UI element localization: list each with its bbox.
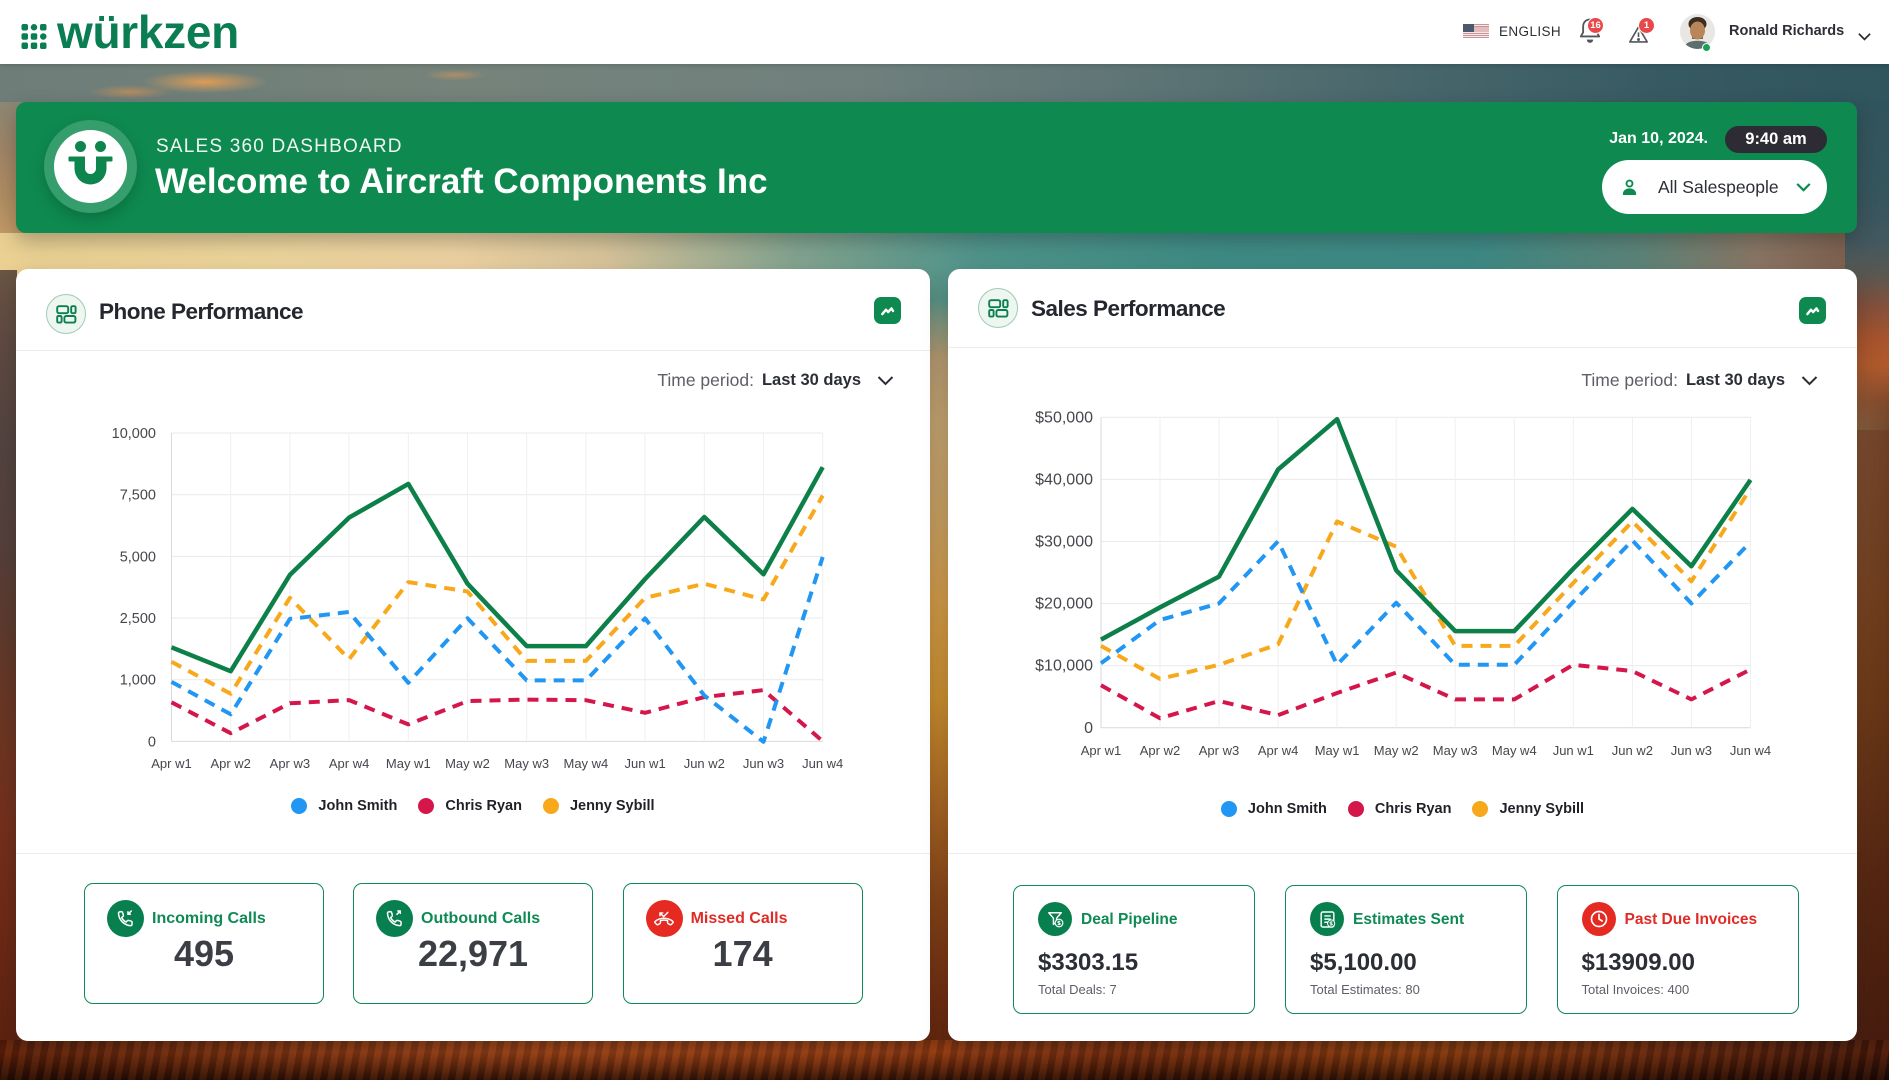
svg-text:Apr w2: Apr w2 <box>210 756 250 771</box>
svg-text:7,500: 7,500 <box>120 488 156 504</box>
svg-text:Jun w4: Jun w4 <box>1730 743 1771 758</box>
svg-text:Jun w2: Jun w2 <box>1612 743 1653 758</box>
svg-text:May w2: May w2 <box>445 756 490 771</box>
svg-text:May w1: May w1 <box>386 756 431 771</box>
svg-text:$50,000: $50,000 <box>1035 409 1093 426</box>
svg-text:2,500: 2,500 <box>120 611 156 627</box>
svg-text:$40,000: $40,000 <box>1035 471 1093 488</box>
svg-text:Jun w4: Jun w4 <box>802 756 843 771</box>
svg-text:Apr w4: Apr w4 <box>1258 743 1298 758</box>
svg-text:Jun w3: Jun w3 <box>1671 743 1712 758</box>
svg-text:0: 0 <box>148 734 156 750</box>
svg-text:May w2: May w2 <box>1374 743 1419 758</box>
svg-text:Jun w1: Jun w1 <box>624 756 665 771</box>
svg-text:May w1: May w1 <box>1315 743 1360 758</box>
svg-text:$30,000: $30,000 <box>1035 534 1093 551</box>
svg-text:$10,000: $10,000 <box>1035 658 1093 675</box>
svg-text:0: 0 <box>1084 720 1093 737</box>
svg-text:May w3: May w3 <box>504 756 549 771</box>
svg-text:5,000: 5,000 <box>120 549 156 565</box>
svg-text:Apr w4: Apr w4 <box>329 756 369 771</box>
svg-text:Apr w3: Apr w3 <box>270 756 310 771</box>
svg-text:Apr w1: Apr w1 <box>1081 743 1121 758</box>
svg-text:Apr w2: Apr w2 <box>1140 743 1180 758</box>
svg-text:Jun w1: Jun w1 <box>1553 743 1594 758</box>
svg-text:May w4: May w4 <box>564 756 609 771</box>
svg-text:$20,000: $20,000 <box>1035 596 1093 613</box>
svg-text:May w4: May w4 <box>1492 743 1537 758</box>
svg-text:Jun w2: Jun w2 <box>684 756 725 771</box>
svg-text:Jun w3: Jun w3 <box>743 756 784 771</box>
svg-text:1,000: 1,000 <box>120 673 156 689</box>
svg-text:Apr w1: Apr w1 <box>151 756 191 771</box>
svg-text:May w3: May w3 <box>1433 743 1478 758</box>
svg-text:Apr w3: Apr w3 <box>1199 743 1239 758</box>
svg-text:10,000: 10,000 <box>112 426 156 442</box>
